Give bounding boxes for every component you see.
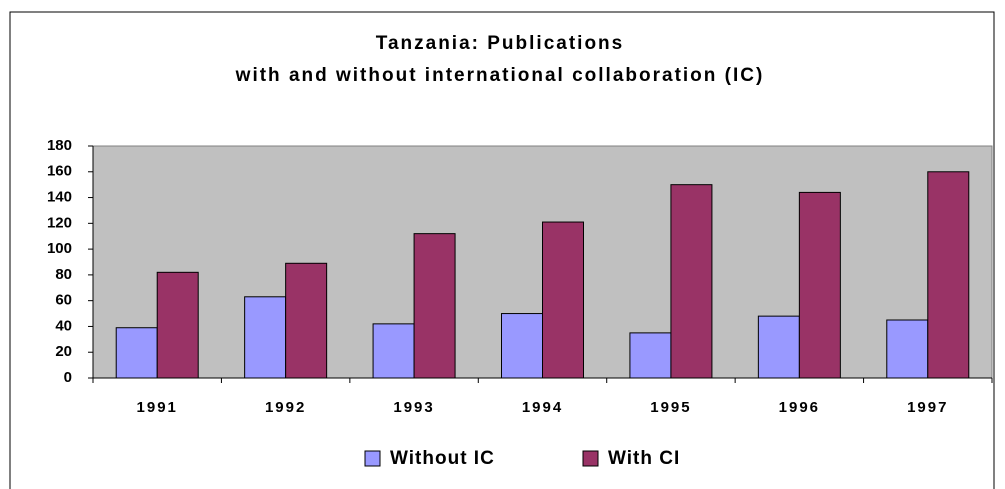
y-tick-label: 20 [55,343,72,360]
bar [798,191,841,379]
y-tick-label: 40 [55,317,72,334]
bar [629,332,672,379]
bar [501,313,543,379]
bar [927,171,970,379]
x-tick-label: 1992 [265,399,306,416]
chart-title: with and without international collabora… [235,65,765,86]
bar [886,319,929,379]
bar [670,184,713,379]
y-tick-label: 80 [55,266,72,283]
legend-swatch [582,450,599,467]
bar [156,271,199,379]
y-tick-label: 0 [64,369,72,386]
y-tick-label: 60 [55,292,72,309]
y-tick-label: 140 [47,189,72,206]
x-tick-label: 1997 [907,399,948,416]
bar [413,233,456,379]
bar [285,262,328,379]
bar [757,315,800,379]
y-tick-label: 160 [47,163,72,180]
x-tick-label: 1991 [137,399,178,416]
legend-label: With CI [608,448,680,469]
x-tick-label: 1995 [650,399,691,416]
x-tick-label: 1996 [779,399,820,416]
bar [115,327,158,379]
y-tick-label: 180 [47,137,72,154]
legend-swatch [364,450,381,467]
bar [542,221,584,379]
bar [372,323,415,379]
x-tick-label: 1994 [522,399,563,416]
chart-title: Tanzania: Publications [376,33,624,54]
legend-label: Without IC [390,448,495,469]
y-tick-label: 120 [47,214,72,231]
x-tick-label: 1993 [393,399,434,416]
y-tick-label: 100 [47,240,72,257]
bar [244,296,287,379]
chart-frame [9,11,995,489]
